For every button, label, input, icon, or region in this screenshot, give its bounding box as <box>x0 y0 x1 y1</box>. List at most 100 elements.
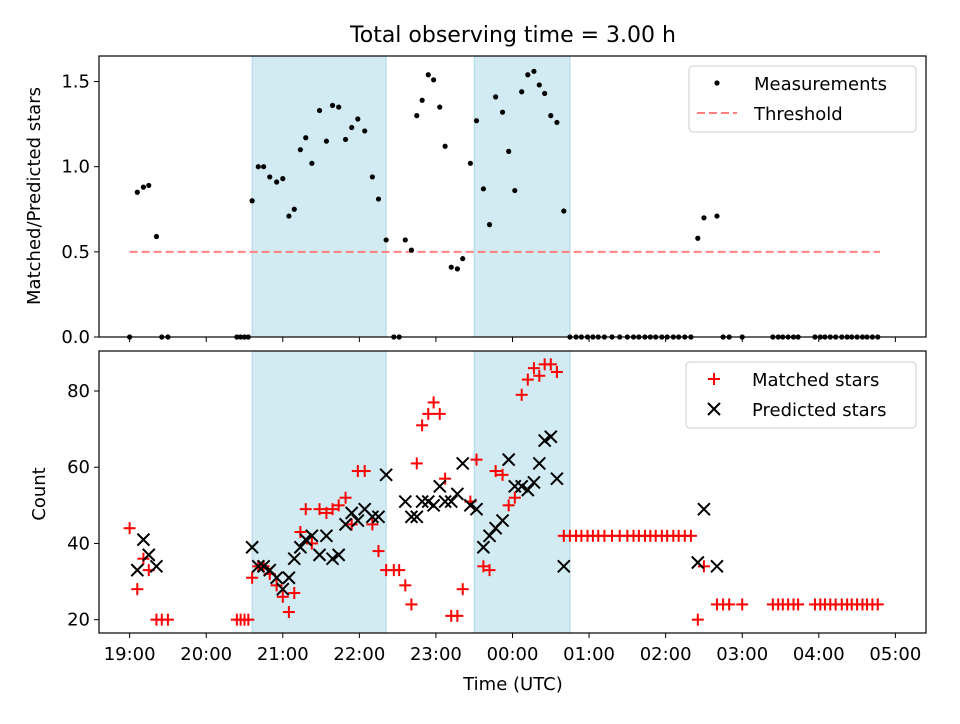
measurement-point <box>309 160 315 166</box>
matched-star-point <box>405 598 418 611</box>
measurement-point <box>519 89 525 95</box>
predicted-star-point <box>469 502 484 516</box>
measurement-point <box>362 128 368 134</box>
measurement-point <box>531 68 537 74</box>
measurement-point <box>297 147 303 153</box>
matched-star-point <box>508 491 521 504</box>
measurement-point <box>274 179 280 185</box>
predicted-star-point <box>371 510 386 524</box>
predicted-star-point <box>557 559 571 574</box>
measurement-point <box>454 266 460 272</box>
x-tick-label: 04:00 <box>793 644 845 665</box>
predicted-star-point <box>404 510 419 524</box>
predicted-star-point <box>514 479 529 493</box>
matched-star-point <box>433 407 446 420</box>
matched-star-point <box>470 453 483 466</box>
x-tick-label: 03:00 <box>716 644 768 665</box>
measurement-marker-icon <box>714 80 720 86</box>
matched-star-point <box>393 564 406 577</box>
predicted-star-point <box>710 559 724 574</box>
matched-star-point <box>697 560 710 573</box>
measurement-point <box>369 174 375 180</box>
measurement-point <box>437 104 443 110</box>
matched-stars-points <box>123 358 884 626</box>
matched-star-point <box>456 583 469 596</box>
matched-star-point <box>339 491 352 504</box>
bottom-y-tick-label: 20 <box>67 610 90 631</box>
predicted-star-point <box>527 475 541 490</box>
matched-star-point <box>477 560 490 573</box>
matched-star-point <box>326 503 339 516</box>
measurement-point <box>414 113 420 119</box>
top-y-tick-label: 1.0 <box>61 157 90 178</box>
top-shaded-span <box>473 55 571 338</box>
predicted-star-point <box>251 559 265 574</box>
top-y-ticks: 0.0 0.5 1.0 1.5 <box>61 72 99 348</box>
bottom-y-tick-label: 80 <box>67 381 90 402</box>
x-tick-label: 01:00 <box>563 644 615 665</box>
measurement-point <box>525 72 531 78</box>
predicted-star-point <box>476 540 491 554</box>
measurement-point <box>146 182 152 189</box>
measurement-point <box>486 222 493 228</box>
predicted-x-icon <box>707 402 721 416</box>
matched-star-point <box>305 537 318 550</box>
legend-threshold: Threshold <box>753 104 843 125</box>
matched-star-point <box>871 598 884 611</box>
predicted-star-point <box>532 456 547 471</box>
predicted-star-point <box>256 559 271 574</box>
measurement-point <box>480 186 487 192</box>
measurement-point <box>355 116 361 122</box>
top-y-tick-label: 0.5 <box>61 242 90 263</box>
predicted-star-point <box>276 582 290 596</box>
legend-measurements: Measurements <box>754 74 887 95</box>
matched-star-point <box>691 613 704 626</box>
matched-star-point <box>502 499 515 512</box>
predicted-star-point <box>495 513 510 528</box>
matched-star-point <box>282 606 295 619</box>
predicted-star-point <box>351 513 365 528</box>
x-tick-label: 21:00 <box>257 644 309 665</box>
x-tick-label: 22:00 <box>333 644 385 665</box>
matched-star-point <box>684 529 697 542</box>
measurement-point <box>336 104 342 110</box>
predicted-star-point <box>444 494 458 509</box>
measurement-point <box>261 164 267 170</box>
x-tick-label: 23:00 <box>410 644 462 665</box>
predicted-star-point <box>269 571 284 585</box>
matched-star-point <box>527 362 540 375</box>
predicted-star-point <box>433 479 447 493</box>
x-tick-label: 05:00 <box>869 644 921 665</box>
top-legend: Measurements Threshold <box>688 65 917 133</box>
predicted-star-point <box>379 468 393 482</box>
bottom-y-tick-label: 40 <box>67 533 90 554</box>
matched-star-point <box>161 613 174 626</box>
measurement-point <box>342 136 349 143</box>
matched-star-point <box>123 522 136 535</box>
measurement-point <box>431 77 437 83</box>
predicted-star-point <box>130 563 144 577</box>
legend-predicted: Predicted stars <box>752 400 886 421</box>
measurement-point <box>249 198 255 204</box>
predicted-star-point <box>450 487 465 501</box>
predicted-star-point <box>319 529 334 543</box>
predicted-star-point <box>550 471 564 486</box>
predicted-star-point <box>331 548 346 562</box>
measurement-point <box>316 107 323 114</box>
predicted-star-point <box>463 498 478 513</box>
measurement-point <box>329 102 336 108</box>
measurement-point <box>460 256 466 262</box>
chart-title: Total observing time = 3.00 h <box>349 23 676 48</box>
predicted-star-point <box>299 532 313 547</box>
matched-star-point <box>496 468 509 481</box>
matched-star-point <box>489 465 502 478</box>
matched-star-point <box>246 571 259 584</box>
matched-star-point <box>427 396 440 409</box>
bottom-x-ticks: 19:00 20:00 21:00 22:00 23:00 00:00 01:00 02:00… <box>104 633 921 665</box>
x-axis-label: Time (UTC) <box>462 674 563 695</box>
matched-star-point <box>332 499 345 512</box>
predicted-star-point <box>415 494 429 509</box>
matched-star-point <box>483 564 496 577</box>
predicted-star-point <box>325 551 340 566</box>
